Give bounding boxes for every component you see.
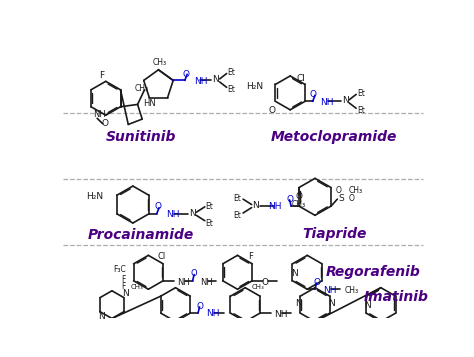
Text: N: N: [98, 312, 105, 321]
Text: O: O: [313, 278, 320, 287]
Text: N: N: [291, 268, 297, 278]
Text: NH: NH: [323, 286, 336, 295]
Text: NH: NH: [194, 77, 208, 86]
Text: N: N: [252, 201, 259, 210]
Text: N: N: [342, 96, 349, 105]
Text: Et: Et: [206, 218, 213, 227]
Text: N: N: [212, 75, 219, 84]
Text: Et: Et: [228, 68, 235, 77]
Text: Cl: Cl: [297, 74, 306, 83]
Text: H₂N: H₂N: [246, 82, 263, 91]
Text: Et: Et: [357, 106, 365, 115]
Text: HN: HN: [143, 99, 156, 108]
Text: N: N: [295, 300, 302, 308]
Text: O: O: [155, 202, 162, 211]
Text: Imatinib: Imatinib: [364, 290, 429, 304]
Text: F: F: [248, 252, 253, 261]
Text: N: N: [365, 301, 371, 310]
Text: N: N: [189, 208, 196, 217]
Text: Cl: Cl: [157, 252, 166, 261]
Text: O: O: [196, 302, 203, 311]
Text: Et: Et: [233, 194, 241, 203]
Text: N: N: [328, 300, 335, 308]
Text: Regorafenib: Regorafenib: [326, 265, 420, 279]
Text: NH: NH: [206, 310, 219, 318]
Text: CH₃: CH₃: [130, 284, 143, 290]
Text: O: O: [348, 194, 354, 203]
Text: Et: Et: [206, 202, 213, 211]
Text: NH: NH: [93, 110, 106, 119]
Text: O: O: [295, 192, 302, 201]
Text: N: N: [122, 288, 129, 298]
Text: S: S: [339, 194, 345, 203]
Text: Sunitinib: Sunitinib: [105, 130, 176, 144]
Text: CH₃: CH₃: [345, 286, 358, 295]
Text: Et: Et: [357, 89, 365, 98]
Text: Et: Et: [233, 211, 241, 220]
Text: CH₃: CH₃: [135, 84, 149, 92]
Text: O: O: [268, 106, 275, 115]
Text: O: O: [336, 186, 342, 195]
Text: Procainamide: Procainamide: [88, 228, 194, 242]
Text: O: O: [286, 195, 293, 203]
Text: H₂N: H₂N: [86, 192, 103, 201]
Text: O: O: [261, 278, 268, 287]
Text: O: O: [191, 269, 198, 278]
Text: NH: NH: [274, 310, 287, 319]
Text: NH: NH: [177, 278, 190, 287]
Text: F: F: [121, 282, 126, 291]
Text: NH: NH: [320, 97, 334, 107]
Text: CH₃: CH₃: [292, 200, 306, 209]
Text: NH: NH: [268, 202, 282, 211]
Text: CH₃: CH₃: [348, 186, 362, 195]
Text: O: O: [183, 70, 190, 79]
Text: Tiapride: Tiapride: [302, 227, 366, 241]
Text: F₃C: F₃C: [113, 266, 126, 275]
Text: NH: NH: [166, 210, 180, 219]
Text: F: F: [100, 71, 104, 80]
Text: Et: Et: [228, 85, 235, 94]
Text: CH₃: CH₃: [153, 57, 167, 67]
Text: O: O: [101, 119, 109, 128]
Text: F: F: [121, 275, 126, 284]
Text: O: O: [309, 90, 316, 99]
Text: Metoclopramide: Metoclopramide: [271, 130, 398, 144]
Text: CH₃: CH₃: [252, 284, 265, 290]
Text: NH: NH: [201, 278, 213, 287]
